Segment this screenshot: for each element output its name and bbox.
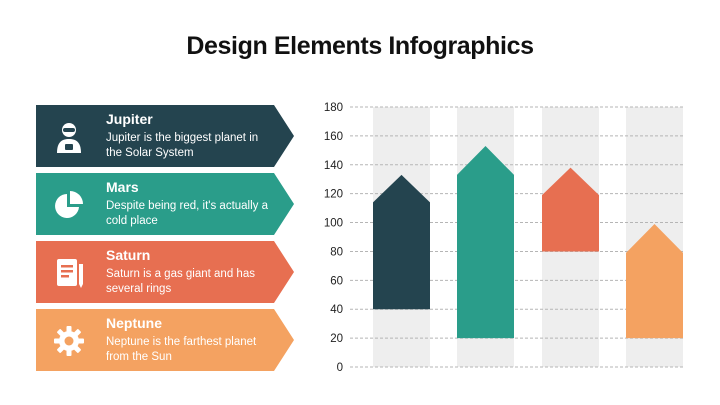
- y-tick-label: 140: [324, 160, 343, 172]
- y-tick-label: 0: [337, 362, 343, 374]
- arrow-bar-mars: [457, 146, 514, 338]
- arrow-bar-jupiter: [373, 175, 430, 309]
- y-tick-label: 40: [330, 304, 343, 316]
- y-tick-label: 20: [330, 333, 343, 345]
- y-tick-label: 100: [324, 218, 343, 230]
- y-tick-label: 80: [330, 246, 343, 258]
- y-tick-label: 120: [324, 189, 343, 201]
- y-tick-label: 160: [324, 131, 343, 143]
- y-tick-label: 60: [330, 275, 343, 287]
- y-tick-label: 180: [324, 102, 343, 114]
